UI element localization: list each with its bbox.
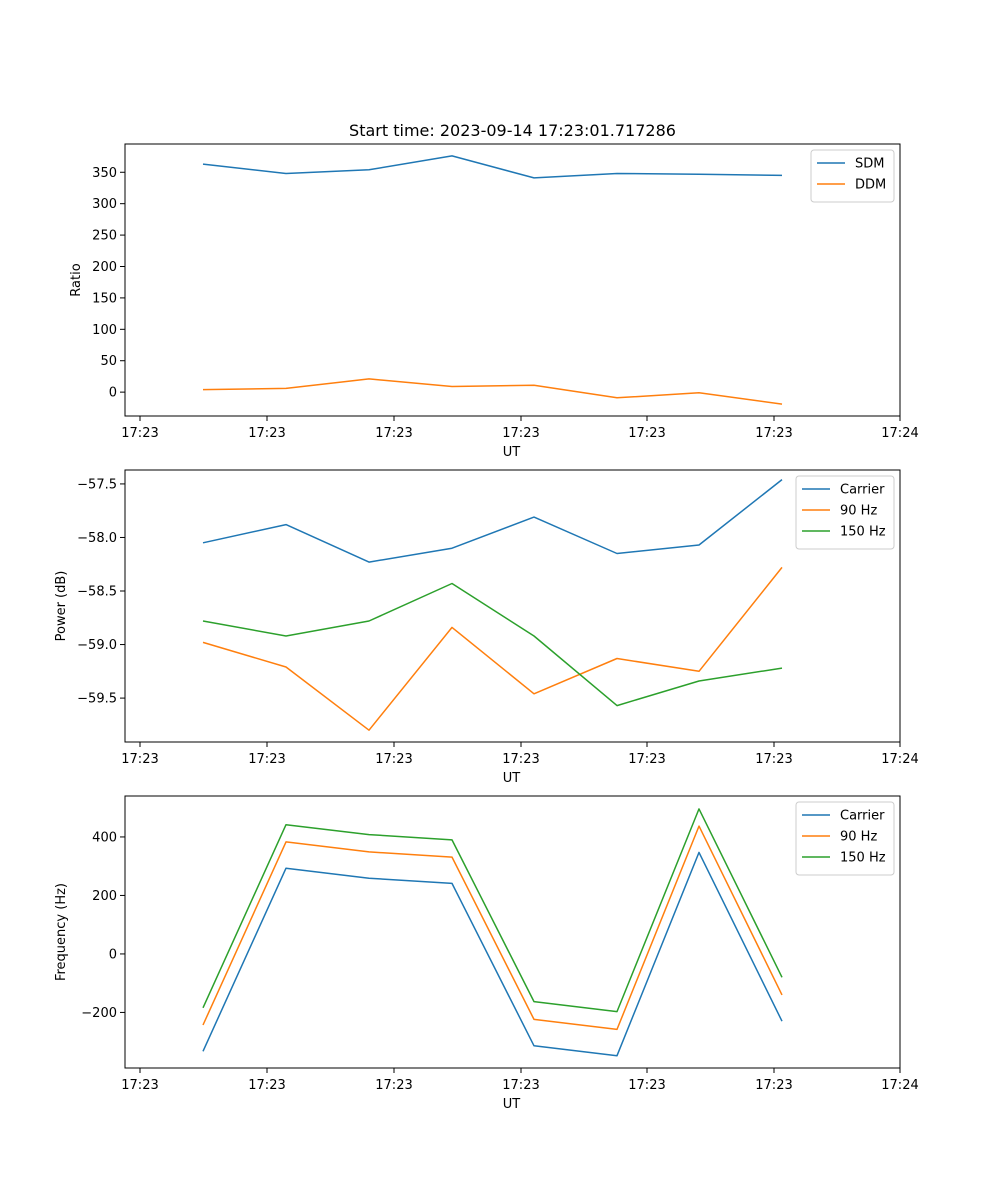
x-tick-label: 17:23 xyxy=(375,1078,412,1093)
series-line-90-hz xyxy=(202,566,783,731)
y-tick-label: 350 xyxy=(92,166,117,181)
axes-frame xyxy=(124,469,901,743)
x-tick-label: 17:23 xyxy=(121,1078,158,1093)
x-tick-label: 17:23 xyxy=(375,426,412,441)
y-tick-label: 0 xyxy=(109,947,117,962)
legend-label: 90 Hz xyxy=(840,504,877,519)
legend-label: 150 Hz xyxy=(840,851,886,866)
x-tick-label: 17:23 xyxy=(248,426,285,441)
y-tick-label: 100 xyxy=(92,323,117,338)
legend: Carrier 90 Hz 150 Hz xyxy=(795,475,895,550)
legend: Carrier 90 Hz 150 Hz xyxy=(795,801,895,876)
x-tick-label: 17:23 xyxy=(502,1078,539,1093)
y-tick-label: 200 xyxy=(92,260,117,275)
series-line-90-hz xyxy=(202,825,783,1031)
y-tick-label: 50 xyxy=(100,354,117,369)
y-tick-label: −200 xyxy=(81,1006,117,1021)
chart-title: Start time: 2023-09-14 17:23:01.717286 xyxy=(349,121,676,140)
x-tick-label: 17:23 xyxy=(628,752,665,767)
x-tick-label: 17:23 xyxy=(248,1078,285,1093)
y-tick-label: 150 xyxy=(92,291,117,306)
panels: 17:23 17:23 17:23 17:23 17:23 17:23 17:24 0 50 10… xyxy=(54,143,919,1112)
legend-label: Carrier xyxy=(840,809,885,824)
panel-2: 17:23 17:23 17:23 17:23 17:23 17:23 17:24 −59.5… xyxy=(54,469,919,786)
y-tick-label: −59.5 xyxy=(77,692,117,707)
series-line-carrier xyxy=(202,851,783,1057)
x-axis-label: UT xyxy=(503,1097,521,1112)
legend-label: 150 Hz xyxy=(840,525,886,540)
x-tick-label: 17:23 xyxy=(248,752,285,767)
series-line-150-hz xyxy=(202,582,783,707)
series-line-ddm xyxy=(202,378,783,405)
series-line-carrier xyxy=(202,479,783,563)
panel-1: 17:23 17:23 17:23 17:23 17:23 17:23 17:24 0 50 10… xyxy=(69,143,919,460)
legend-label: 90 Hz xyxy=(840,830,877,845)
x-tick-label: 17:23 xyxy=(755,1078,792,1093)
y-tick-label: −57.5 xyxy=(77,477,117,492)
y-axis-label: Ratio xyxy=(69,263,84,296)
x-tick-label: 17:23 xyxy=(628,1078,665,1093)
x-tick-label: 17:23 xyxy=(121,752,158,767)
legend-label: Carrier xyxy=(840,483,885,498)
y-axis-label: Power (dB) xyxy=(54,571,69,642)
legend-label: DDM xyxy=(855,178,886,193)
y-tick-label: 400 xyxy=(92,830,117,845)
axes-frame xyxy=(124,795,901,1069)
x-tick-label: 17:23 xyxy=(755,752,792,767)
y-tick-label: 200 xyxy=(92,889,117,904)
legend-label: SDM xyxy=(855,157,884,172)
y-tick-label: −58.5 xyxy=(77,585,117,600)
y-tick-label: 0 xyxy=(109,386,117,401)
y-tick-label: 300 xyxy=(92,197,117,212)
x-axis-label: UT xyxy=(503,771,521,786)
y-tick-label: −58.0 xyxy=(77,531,117,546)
y-tick-label: −59.0 xyxy=(77,638,117,653)
axes-frame xyxy=(124,143,901,417)
y-tick-label: 250 xyxy=(92,229,117,244)
x-tick-label: 17:23 xyxy=(628,426,665,441)
panel-3: 17:23 17:23 17:23 17:23 17:23 17:23 17:24 −200 0… xyxy=(54,795,919,1112)
x-tick-label: 17:24 xyxy=(881,752,918,767)
x-tick-label: 17:24 xyxy=(881,426,918,441)
x-tick-label: 17:23 xyxy=(375,752,412,767)
series-line-150-hz xyxy=(202,808,783,1013)
x-tick-label: 17:23 xyxy=(502,752,539,767)
legend: SDM DDM xyxy=(810,149,895,203)
x-tick-label: 17:23 xyxy=(755,426,792,441)
x-axis-label: UT xyxy=(503,445,521,460)
x-tick-label: 17:23 xyxy=(121,426,158,441)
x-tick-label: 17:23 xyxy=(502,426,539,441)
series-line-sdm xyxy=(202,155,783,179)
y-axis-label: Frequency (Hz) xyxy=(54,883,69,981)
x-tick-label: 17:24 xyxy=(881,1078,918,1093)
